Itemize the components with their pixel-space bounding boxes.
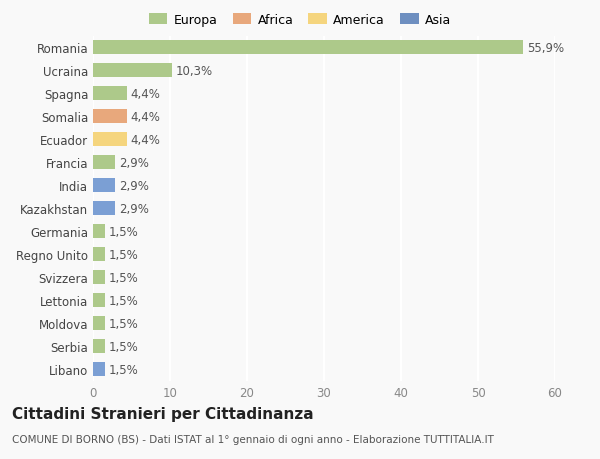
Bar — [93, 270, 104, 285]
Legend: Europa, Africa, America, Asia: Europa, Africa, America, Asia — [143, 9, 457, 32]
Text: 2,9%: 2,9% — [119, 179, 149, 192]
Bar — [93, 294, 104, 308]
Bar — [93, 110, 127, 124]
Text: 1,5%: 1,5% — [109, 294, 138, 307]
Text: 1,5%: 1,5% — [109, 340, 138, 353]
Bar — [93, 202, 115, 216]
Text: 1,5%: 1,5% — [109, 225, 138, 238]
Text: 4,4%: 4,4% — [131, 134, 161, 146]
Text: COMUNE DI BORNO (BS) - Dati ISTAT al 1° gennaio di ogni anno - Elaborazione TUTT: COMUNE DI BORNO (BS) - Dati ISTAT al 1° … — [12, 434, 494, 444]
Bar — [93, 64, 172, 78]
Text: 2,9%: 2,9% — [119, 202, 149, 215]
Text: 2,9%: 2,9% — [119, 157, 149, 169]
Bar — [93, 317, 104, 330]
Bar — [93, 362, 104, 376]
Bar — [93, 156, 115, 170]
Bar — [93, 247, 104, 262]
Text: 1,5%: 1,5% — [109, 271, 138, 284]
Text: Cittadini Stranieri per Cittadinanza: Cittadini Stranieri per Cittadinanza — [12, 406, 314, 421]
Text: 1,5%: 1,5% — [109, 363, 138, 376]
Text: 55,9%: 55,9% — [527, 42, 565, 55]
Bar — [93, 224, 104, 239]
Bar — [93, 133, 127, 147]
Bar — [93, 339, 104, 353]
Text: 4,4%: 4,4% — [131, 88, 161, 101]
Bar — [93, 179, 115, 193]
Text: 1,5%: 1,5% — [109, 317, 138, 330]
Text: 4,4%: 4,4% — [131, 111, 161, 123]
Bar — [93, 87, 127, 101]
Text: 10,3%: 10,3% — [176, 65, 213, 78]
Bar — [93, 41, 523, 55]
Text: 1,5%: 1,5% — [109, 248, 138, 261]
